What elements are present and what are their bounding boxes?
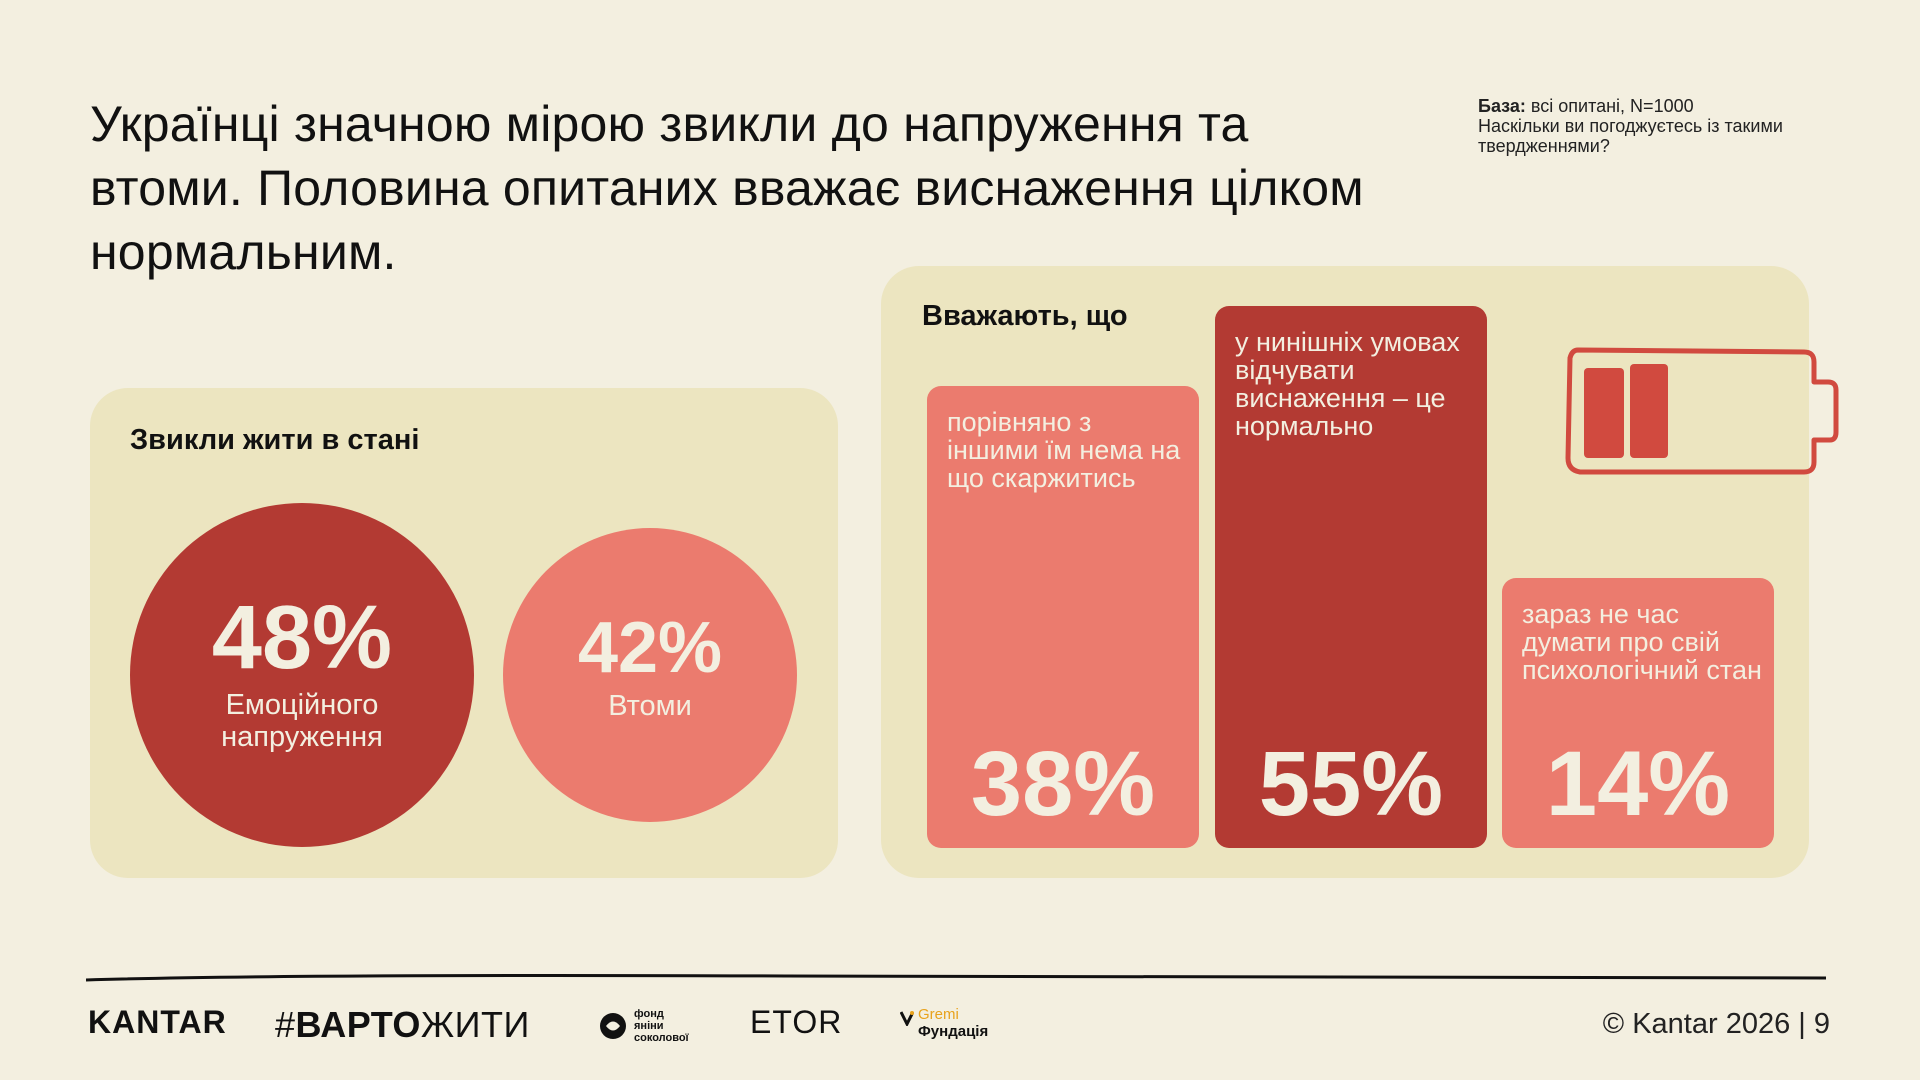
- varto-rest: ЖИТИ: [420, 1004, 530, 1045]
- gremi-logo: Gremi Фундація: [900, 1006, 988, 1040]
- fond-line1: фонд: [634, 1008, 664, 1020]
- gremi-line1: Gremi: [918, 1006, 959, 1023]
- right-panel-heading: Вважають, що: [922, 300, 1128, 332]
- gremi-line2: Фундація: [918, 1023, 989, 1040]
- bubble-label: Втоми: [608, 690, 692, 722]
- etor-logo: ETOR: [750, 1004, 843, 1040]
- bar-value: 14%: [1545, 733, 1731, 835]
- varto-bold: ВАРТО: [295, 1004, 421, 1045]
- page-title: Українці значною мірою звикли до напруже…: [90, 96, 1364, 280]
- bar-value: 38%: [970, 733, 1156, 835]
- bubble-emotional-tension: 48% Емоційного напруження: [130, 503, 474, 847]
- fond-line2: яніни: [634, 1020, 664, 1032]
- vartozhyty-logo: #ВАРТОЖИТИ: [275, 1004, 530, 1046]
- bubble-value: 42%: [577, 608, 723, 688]
- bar-no-time-psych: зараз не час думати про свій психологічн…: [1502, 578, 1774, 848]
- bubble-value: 48%: [211, 588, 393, 688]
- bar-exhaustion-normal: у нинішніх умовах відчувати виснаження –…: [1215, 306, 1487, 848]
- footer-divider: [86, 974, 1826, 982]
- base-label: База:: [1478, 96, 1526, 116]
- kantar-logo: KANTAR: [88, 1004, 227, 1040]
- left-panel-heading: Звикли жити в стані: [130, 424, 420, 456]
- base-text: всі опитані, N=1000: [1525, 96, 1694, 116]
- bubble-fatigue: 42% Втоми: [503, 528, 797, 822]
- bubble-label: Емоційного напруження: [221, 689, 383, 753]
- battery-low-icon: [1565, 347, 1839, 475]
- bar-label: у нинішніх умовах відчувати виснаження –…: [1235, 327, 1460, 441]
- fond-mark-icon: [600, 1013, 626, 1039]
- gremi-mark-icon: [900, 1011, 914, 1026]
- fond-sokolova-logo: фонд яніни соколової: [598, 1008, 689, 1044]
- copyright: © Kantar 2026 | 9: [1602, 1008, 1830, 1040]
- base-note: База: всі опитані, N=1000 Наскільки ви п…: [1478, 96, 1808, 156]
- varto-hash: #: [275, 1004, 296, 1045]
- bar-label: зараз не час думати про свій психологічн…: [1522, 599, 1762, 685]
- bar-nothing-to-complain: порівняно з іншими їм нема на що скаржит…: [927, 386, 1199, 848]
- fond-line3: соколової: [634, 1032, 689, 1044]
- bar-label: порівняно з іншими їм нема на що скаржит…: [947, 407, 1181, 493]
- bar-value: 55%: [1258, 733, 1444, 835]
- survey-question: Наскільки ви погоджуєтесь із такими твер…: [1478, 116, 1783, 156]
